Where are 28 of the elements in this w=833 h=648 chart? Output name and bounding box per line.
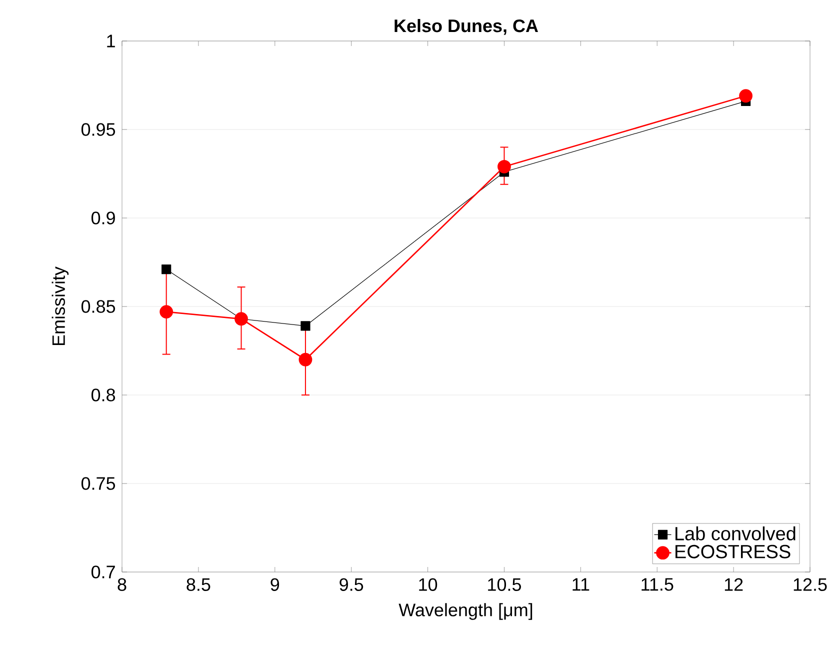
legend-label: ECOSTRESS [676,544,790,558]
point [162,264,172,274]
y-tick-label: 0.75 [81,477,116,490]
x-tick-label: 8 [118,578,126,591]
point [300,321,310,331]
y-tick-label: 0.95 [81,123,116,136]
legend-label: Lab convolved [676,526,796,540]
y-axis-title: Emissivity [52,266,69,346]
y-tick-label: 0.8 [91,388,116,402]
chart-title: Kelso Dunes, CA [394,18,538,35]
y-tick-label: 0.9 [91,212,115,224]
x-tick-label: 12 [724,578,743,591]
y-tick-label: 0.85 [81,300,116,313]
x-tick-label: 12.5 [794,578,827,591]
point [498,160,511,174]
x-tick-label: 11 [572,578,590,591]
x-tick-label: 10.5 [488,578,521,591]
x-tick-label: 8.5 [186,578,210,591]
point [298,352,312,366]
y-tick-label: 1 [107,34,115,48]
x-tick-label: 9 [270,578,280,591]
point [739,89,752,103]
x-tick-label: 9.5 [340,578,364,591]
x-tick-label: 11.5 [642,578,674,591]
x-tick-label: 10 [419,578,438,591]
x-axis-title: Wavelength [μm] [398,603,532,620]
point [160,305,174,319]
y-tick-label: 0.7 [91,566,115,578]
